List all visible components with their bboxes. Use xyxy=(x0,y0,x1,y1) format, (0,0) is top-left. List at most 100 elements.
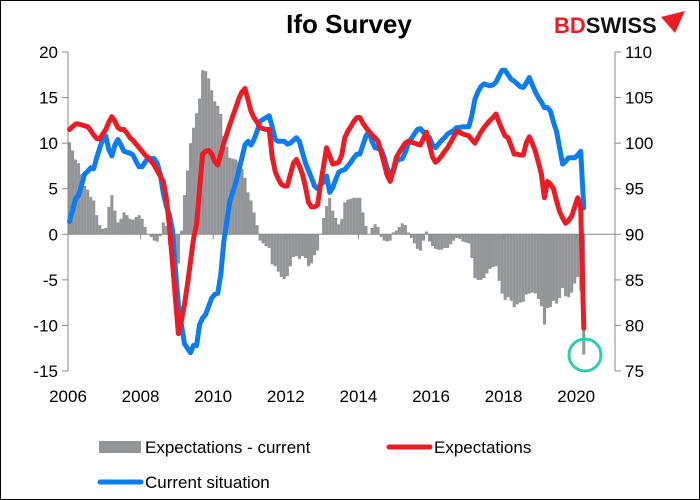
bar-series-expectations-minus-current xyxy=(68,70,586,355)
bar xyxy=(322,217,326,235)
bar xyxy=(68,142,72,235)
bar xyxy=(282,234,286,279)
bar xyxy=(576,234,580,278)
legend-label-bars: Expectations - current xyxy=(145,438,311,457)
bar xyxy=(316,234,320,251)
bar xyxy=(107,206,111,235)
bar xyxy=(297,234,301,259)
bar xyxy=(149,234,153,238)
x-axis-tick-label: 2010 xyxy=(194,387,232,406)
bar xyxy=(334,217,338,235)
bar xyxy=(195,113,199,235)
bar xyxy=(343,202,347,235)
bar xyxy=(104,227,108,235)
bar xyxy=(364,226,368,235)
bar xyxy=(176,234,180,264)
left-axis-tick-label: -10 xyxy=(33,316,58,335)
bar xyxy=(143,226,147,235)
bar xyxy=(427,234,432,242)
highlight-circle xyxy=(567,337,603,373)
bar xyxy=(443,234,447,248)
right-axis-tick-label: 100 xyxy=(625,134,653,153)
bar xyxy=(249,200,253,235)
bar xyxy=(434,234,438,249)
bar xyxy=(285,234,289,277)
bar xyxy=(506,234,510,298)
bar xyxy=(539,234,543,307)
bar xyxy=(455,234,459,238)
bar xyxy=(470,234,474,258)
bar xyxy=(552,234,556,301)
bar xyxy=(279,234,283,278)
bar xyxy=(294,234,298,257)
bar xyxy=(71,150,75,235)
bar xyxy=(189,143,193,235)
bar xyxy=(337,224,341,235)
bar xyxy=(192,127,196,235)
bar xyxy=(558,234,562,299)
bar xyxy=(461,234,465,242)
bar xyxy=(113,210,117,235)
bar xyxy=(521,234,525,302)
bar xyxy=(110,195,114,235)
x-axis-tick-label: 2012 xyxy=(267,387,305,406)
bar xyxy=(494,234,498,267)
right-axis-tick-label: 85 xyxy=(625,271,644,290)
x-axis-tick-label: 2006 xyxy=(49,387,87,406)
bar xyxy=(491,234,495,268)
bar xyxy=(131,219,135,235)
bar xyxy=(300,234,304,257)
bar xyxy=(533,234,537,294)
bar xyxy=(464,234,468,243)
legend-swatch-bars xyxy=(99,441,141,453)
x-axis-tick-label: 2016 xyxy=(412,387,450,406)
bar xyxy=(485,234,489,274)
expectations-line xyxy=(67,86,587,337)
bar xyxy=(243,177,247,235)
bar xyxy=(246,192,250,235)
bar xyxy=(476,234,480,280)
x-axis-tick-label: 2014 xyxy=(339,387,377,406)
bar xyxy=(276,234,280,272)
legend-label-expectations: Expectations xyxy=(434,438,531,457)
bar xyxy=(573,234,577,284)
bar xyxy=(252,212,256,235)
bar xyxy=(346,199,350,235)
bar xyxy=(313,234,317,256)
bar xyxy=(379,234,383,238)
bar xyxy=(542,234,546,325)
bar xyxy=(497,234,501,281)
legend: Expectations - current Expectations Curr… xyxy=(97,438,531,492)
bar xyxy=(164,226,168,235)
x-axis-tick-label: 2018 xyxy=(485,387,523,406)
bar xyxy=(134,216,138,235)
bar xyxy=(418,234,422,251)
bar xyxy=(388,234,392,241)
bar xyxy=(219,113,223,235)
bar xyxy=(373,224,377,235)
bar xyxy=(536,234,540,299)
bar xyxy=(545,234,550,309)
right-axis-tick-label: 95 xyxy=(625,180,644,199)
bar xyxy=(397,226,401,235)
bar xyxy=(325,206,329,235)
bar xyxy=(503,234,507,300)
bar xyxy=(352,197,356,235)
bar xyxy=(415,234,419,249)
bar xyxy=(358,197,362,235)
bar xyxy=(479,234,483,280)
bar xyxy=(349,198,353,235)
line-series xyxy=(67,67,587,356)
bar xyxy=(385,234,389,242)
bar xyxy=(125,215,129,235)
bar xyxy=(158,234,162,237)
bar xyxy=(403,225,407,235)
left-axis-tick-label: 5 xyxy=(49,180,58,199)
bar xyxy=(237,162,241,235)
bar xyxy=(567,234,571,298)
bar xyxy=(570,234,574,293)
right-axis-tick-label: 80 xyxy=(625,316,644,335)
bar xyxy=(207,78,211,235)
left-axis-tick-label: -5 xyxy=(43,271,58,290)
